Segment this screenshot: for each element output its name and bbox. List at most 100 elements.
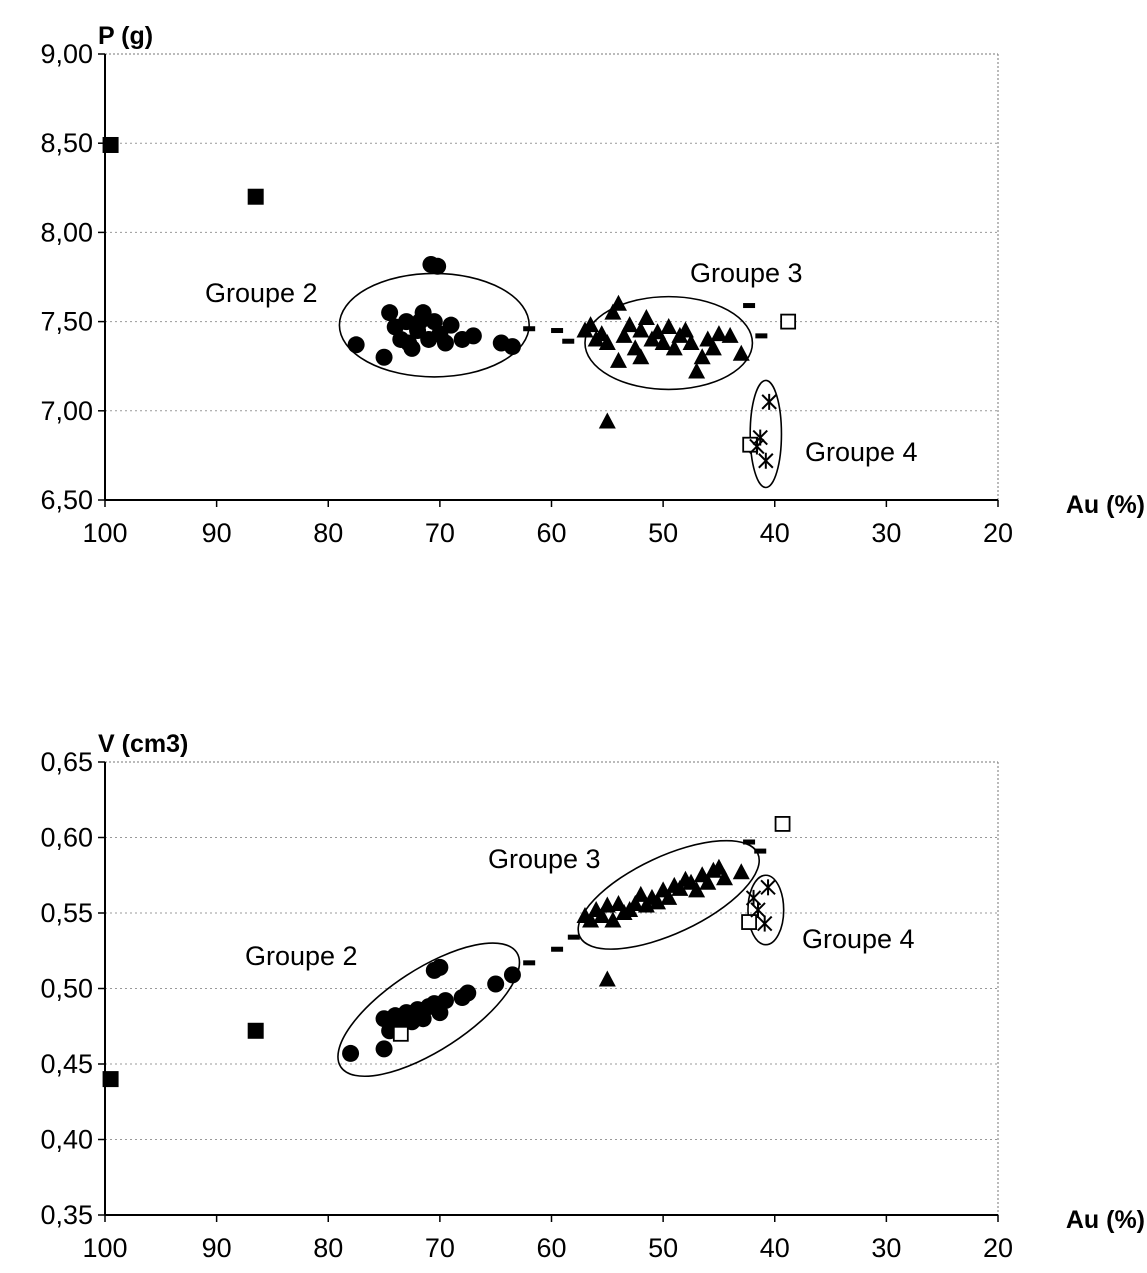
volume-x-tick-label: 40: [760, 1233, 790, 1263]
data-point-circle: [459, 984, 477, 1002]
volume-y-tick-label: 0,40: [40, 1125, 93, 1155]
volume-y-tick-label: 0,55: [40, 898, 93, 928]
data-point-open-square: [780, 313, 797, 330]
data-point-star: [756, 915, 773, 932]
weight-x-tick-label: 50: [648, 518, 678, 548]
data-point-triangle: [710, 325, 728, 342]
volume-group-ellipse: [747, 874, 785, 946]
data-point-triangle: [604, 911, 622, 928]
volume-group-label: Groupe 3: [488, 844, 601, 874]
data-point-circle: [381, 304, 399, 322]
data-point-open-square: [741, 914, 757, 930]
data-point-dash: [523, 960, 536, 966]
data-point-dash: [743, 839, 756, 845]
data-point-star: [745, 889, 762, 906]
data-point-circle: [429, 257, 447, 275]
data-point-triangle: [609, 351, 627, 368]
data-point-triangle: [609, 294, 627, 311]
volume-y-tick-label: 0,65: [40, 747, 93, 777]
data-point-circle: [400, 334, 418, 352]
volume-x-tick-label: 30: [871, 1233, 901, 1263]
weight-x-tick-label: 100: [82, 518, 127, 548]
weight-group-label: Groupe 2: [205, 278, 318, 308]
volume-y-tick-label: 0,50: [40, 974, 93, 1004]
weight-y-tick-label: 7,00: [40, 396, 93, 426]
weight-x-tick-label: 40: [760, 518, 790, 548]
data-point-dash: [754, 848, 767, 854]
weight-y-tick-label: 6,50: [40, 485, 93, 515]
data-point-dash: [551, 328, 564, 334]
data-point-open-square: [774, 816, 791, 832]
weight-y-tick-label: 8,00: [40, 217, 93, 247]
data-point-triangle: [637, 309, 655, 326]
data-point-triangle: [688, 881, 706, 898]
data-point-dash: [551, 946, 564, 952]
volume-x-tick-label: 20: [983, 1233, 1013, 1263]
data-point-dash: [567, 934, 580, 940]
data-point-triangle: [710, 858, 728, 875]
volume-x-tick-label: 60: [536, 1233, 566, 1263]
data-point-triangle: [626, 894, 644, 911]
data-point-triangle: [716, 869, 734, 886]
data-point-triangle: [621, 316, 639, 333]
data-point-triangle: [598, 412, 616, 429]
weight-chart: 9,00 8,50 8,00 7,50 7,00 6,50 100 90 80 70 60 50 40 3…: [0, 0, 1147, 600]
data-point-triangle: [660, 317, 678, 334]
data-point-star: [749, 438, 765, 455]
data-point-dash: [743, 303, 756, 309]
weight-group-ellipse: [584, 295, 754, 391]
data-point-dash: [562, 338, 575, 344]
weight-y-tick-label: 7,50: [40, 307, 93, 337]
data-point-triangle: [632, 885, 650, 902]
data-point-triangle: [582, 911, 600, 928]
volume-y-axis-title: V (cm3): [98, 730, 188, 758]
data-point-triangle: [649, 893, 667, 910]
data-point-circle: [375, 348, 393, 366]
data-point-star: [758, 452, 774, 469]
data-point-triangle: [721, 326, 739, 343]
volume-x-tick-label: 50: [648, 1233, 678, 1263]
data-point-open-square: [392, 1025, 409, 1042]
volume-x-axis-title: Au (%): [1066, 1206, 1145, 1234]
data-point-triangle: [649, 323, 667, 340]
data-point-circle: [442, 316, 460, 334]
data-point-circle: [487, 975, 505, 993]
data-point-triangle: [671, 879, 689, 896]
data-point-triangle: [582, 316, 600, 333]
data-point-triangle: [688, 362, 706, 379]
data-point-triangle: [593, 907, 611, 924]
data-point-circle: [503, 966, 521, 984]
weight-group-label: Groupe 4: [805, 437, 918, 467]
volume-x-tick-label: 90: [202, 1233, 232, 1263]
volume-x-tick-label: 80: [313, 1233, 343, 1263]
data-point-triangle: [682, 334, 700, 351]
volume-y-tick-label: 0,45: [40, 1049, 93, 1079]
data-point-square: [102, 136, 119, 153]
data-point-circle: [431, 958, 449, 976]
data-point-dash: [523, 326, 536, 332]
data-point-circle: [375, 1040, 393, 1058]
volume-chart: 0,65 0,60 0,55 0,50 0,45 0,40 0,35 100 90 80 70 60 5…: [0, 700, 1147, 1273]
data-point-star: [761, 393, 777, 410]
weight-x-tick-label: 20: [983, 518, 1013, 548]
data-point-triangle: [665, 339, 683, 356]
data-point-circle: [464, 327, 482, 345]
weight-x-tick-label: 60: [536, 518, 566, 548]
data-point-triangle: [732, 863, 750, 880]
data-point-circle: [347, 336, 365, 354]
data-point-triangle: [732, 344, 750, 361]
data-point-dash: [755, 333, 768, 339]
data-point-triangle: [598, 970, 616, 987]
volume-y-tick-label: 0,60: [40, 823, 93, 853]
data-point-triangle: [615, 326, 633, 343]
data-point-triangle: [598, 334, 616, 351]
weight-x-tick-label: 30: [871, 518, 901, 548]
data-point-circle: [436, 992, 454, 1010]
data-point-square: [102, 1071, 119, 1088]
data-point-triangle: [654, 334, 672, 351]
weight-x-tick-label: 70: [425, 518, 455, 548]
data-point-square: [247, 1022, 264, 1039]
data-point-triangle: [660, 888, 678, 905]
data-point-circle: [342, 1044, 360, 1062]
